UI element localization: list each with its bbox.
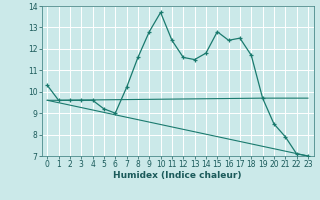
X-axis label: Humidex (Indice chaleur): Humidex (Indice chaleur) [113,171,242,180]
